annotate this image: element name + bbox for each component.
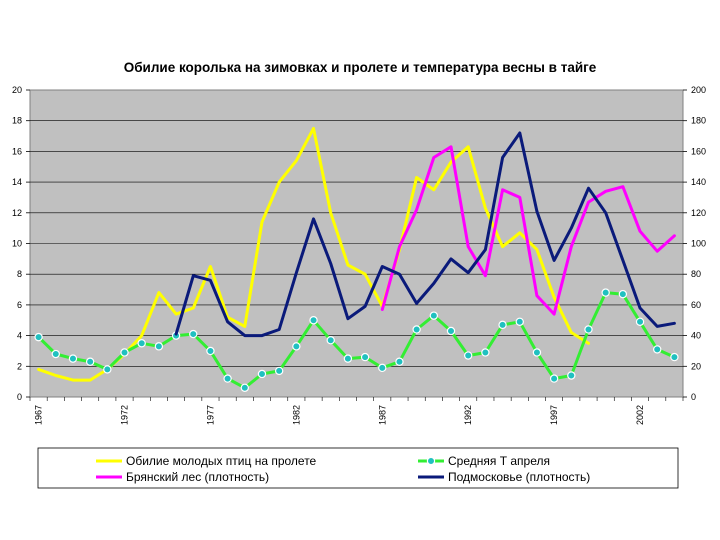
data-point [240, 383, 250, 392]
x-tick-label: 1967 [34, 405, 44, 425]
data-point [309, 316, 318, 325]
y-right-tick-label: 140 [691, 177, 706, 187]
data-point [360, 352, 370, 362]
x-tick-label: 2002 [635, 405, 645, 425]
data-point [154, 342, 164, 351]
data-point [343, 354, 353, 363]
x-tick-label: 1992 [463, 405, 473, 425]
data-point [567, 371, 576, 380]
data-point [85, 357, 95, 366]
legend-label: Обилие молодых птиц на пролете [126, 454, 317, 468]
data-point [189, 329, 198, 339]
legend-label: Подмосковье (плотность) [448, 470, 590, 484]
legend: Обилие молодых птиц на пролете Средняя Т … [37, 447, 679, 489]
data-point [206, 346, 215, 356]
data-point [120, 348, 129, 357]
y-left-tick-label: 2 [17, 361, 22, 371]
y-right-tick-label: 120 [691, 208, 706, 218]
chart-title: Обилие королька на зимовках и пролете и … [124, 60, 597, 75]
data-point [412, 325, 421, 334]
data-point [515, 317, 524, 326]
y-right-tick-label: 60 [691, 300, 701, 310]
data-point [395, 357, 404, 366]
data-point [274, 366, 284, 376]
x-tick-label: 1972 [120, 405, 130, 425]
x-tick-label: 1997 [549, 405, 559, 425]
data-point [378, 363, 387, 373]
data-point [68, 354, 78, 363]
data-point [34, 332, 43, 342]
legend-marker [426, 456, 436, 466]
data-point [292, 342, 301, 351]
legend-label: Брянский лес (плотность) [126, 470, 269, 484]
data-point [549, 374, 559, 383]
legend-label: Средняя Т апреля [448, 454, 550, 468]
series-layer [34, 126, 679, 392]
legend-box [37, 447, 679, 489]
y-left-tick-label: 12 [12, 208, 22, 218]
data-point [532, 348, 542, 357]
axes: 0246810121416182002040608010012014016018… [12, 85, 706, 425]
x-tick-label: 1987 [377, 405, 387, 425]
y-right-tick-label: 0 [691, 392, 696, 402]
data-point [463, 351, 473, 360]
y-left-tick-label: 0 [17, 392, 22, 402]
y-left-tick-label: 20 [12, 85, 22, 95]
data-point [429, 311, 439, 320]
series-line-4 [174, 131, 676, 338]
x-tick-label: 1977 [205, 405, 215, 425]
data-point [635, 317, 645, 326]
y-left-tick-label: 10 [12, 239, 22, 249]
y-left-tick-label: 18 [12, 116, 22, 126]
data-point [481, 348, 490, 357]
y-right-tick-label: 160 [691, 146, 706, 156]
y-right-tick-label: 180 [691, 116, 706, 126]
y-right-tick-label: 40 [691, 331, 701, 341]
data-point [601, 288, 610, 297]
y-left-tick-label: 8 [17, 269, 22, 279]
data-point [653, 345, 662, 354]
data-point [51, 349, 60, 359]
data-point [618, 289, 628, 299]
data-point [223, 374, 232, 383]
data-point [257, 369, 267, 379]
y-right-tick-label: 20 [691, 361, 701, 371]
y-left-tick-label: 14 [12, 177, 22, 187]
data-point [498, 320, 507, 330]
y-left-tick-label: 16 [12, 146, 22, 156]
data-point [137, 339, 146, 348]
y-right-tick-label: 200 [691, 85, 706, 95]
x-tick-label: 1982 [291, 405, 301, 425]
data-point [326, 336, 335, 345]
data-point [670, 352, 679, 362]
y-right-tick-label: 100 [691, 239, 706, 249]
series-line-3 [380, 145, 676, 316]
data-point [584, 325, 593, 334]
y-left-tick-label: 4 [17, 331, 22, 341]
data-point [103, 365, 112, 374]
y-left-tick-label: 6 [17, 300, 22, 310]
data-point [446, 326, 456, 336]
y-right-tick-label: 80 [691, 269, 701, 279]
